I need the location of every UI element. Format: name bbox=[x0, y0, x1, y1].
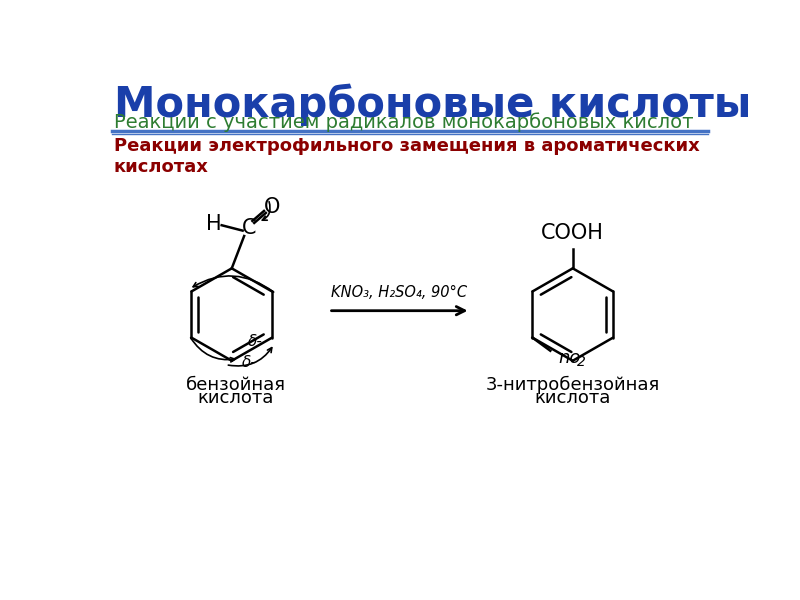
Text: бензойная: бензойная bbox=[186, 376, 286, 394]
Text: кислота: кислота bbox=[534, 389, 611, 407]
Text: KNO₃, H₂SO₄, 90°C: KNO₃, H₂SO₄, 90°C bbox=[331, 285, 467, 300]
Text: кислота: кислота bbox=[198, 389, 274, 407]
Text: δ-: δ- bbox=[247, 334, 262, 349]
Text: δ-: δ- bbox=[242, 355, 256, 370]
FancyArrowPatch shape bbox=[193, 276, 274, 292]
Text: 3-нитробензойная: 3-нитробензойная bbox=[486, 376, 660, 394]
Text: O: O bbox=[264, 197, 280, 217]
Text: Реакции электрофильного замещения в ароматических
кислотах: Реакции электрофильного замещения в аром… bbox=[114, 137, 700, 176]
Text: Монокарбоновые кислоты: Монокарбоновые кислоты bbox=[114, 83, 751, 126]
FancyArrowPatch shape bbox=[262, 202, 270, 220]
Text: Реакции с участием радикалов монокарбоновых кислот: Реакции с участием радикалов монокарбоно… bbox=[114, 113, 694, 133]
Text: 2: 2 bbox=[578, 355, 586, 368]
FancyArrowPatch shape bbox=[190, 338, 235, 362]
FancyArrowPatch shape bbox=[228, 347, 272, 366]
Text: H: H bbox=[206, 214, 222, 235]
Text: C: C bbox=[242, 218, 256, 238]
Text: COOH: COOH bbox=[542, 223, 604, 243]
Text: no: no bbox=[558, 349, 581, 367]
